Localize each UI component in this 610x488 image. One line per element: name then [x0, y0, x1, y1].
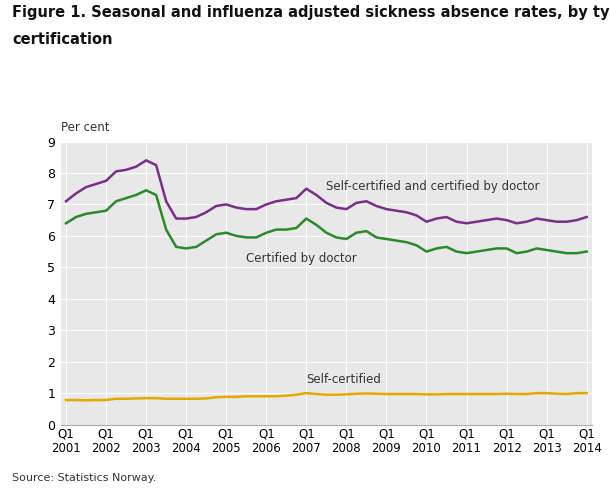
Text: Source: Statistics Norway.: Source: Statistics Norway.: [12, 473, 157, 483]
Text: Figure 1. Seasonal and influenza adjusted sickness absence rates, by type of: Figure 1. Seasonal and influenza adjuste…: [12, 5, 610, 20]
Text: Self-certified: Self-certified: [306, 373, 381, 386]
Text: Self-certified and certified by doctor: Self-certified and certified by doctor: [326, 181, 540, 193]
Text: certification: certification: [12, 32, 113, 47]
Text: Per cent: Per cent: [61, 121, 110, 134]
Text: Certified by doctor: Certified by doctor: [246, 252, 357, 264]
